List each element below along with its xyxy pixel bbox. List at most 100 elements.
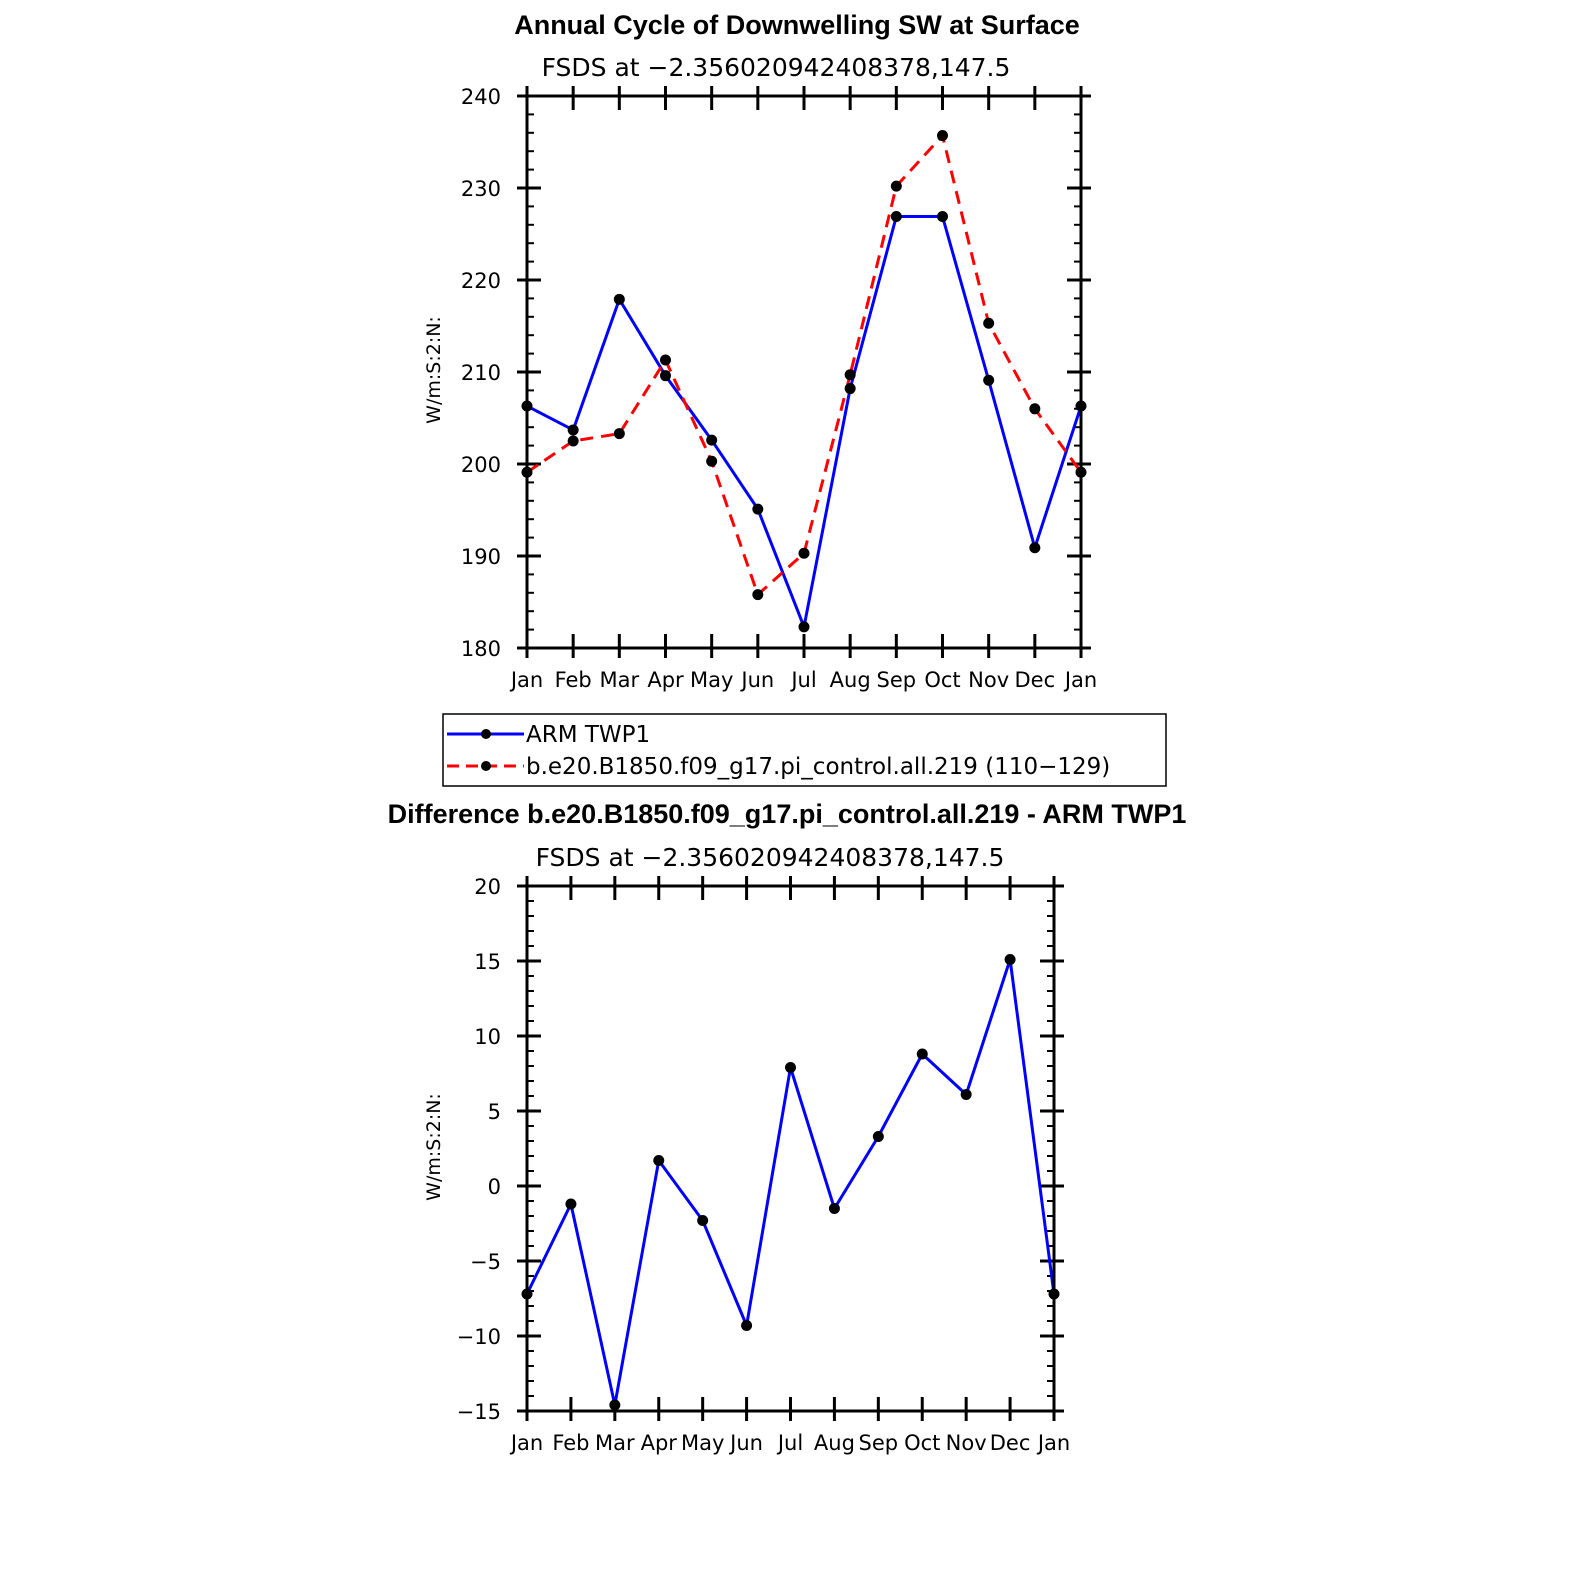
x-tick-label: Feb: [552, 1431, 589, 1455]
x-tick-label: Mar: [595, 1431, 635, 1455]
data-point: [844, 369, 856, 381]
x-tick-labels: Jan Feb Mar Apr May Jun Jul Aug Sep Oct Nov Dec Jan: [509, 668, 1097, 692]
data-point: [844, 383, 856, 395]
data-point: [785, 1062, 796, 1073]
series-line-0: [525, 958, 1056, 1407]
x-tick-label: Nov: [968, 668, 1009, 692]
y-axis-label: W/m:S:2:N:: [423, 316, 445, 424]
series-line-0: [526, 215, 1083, 629]
data-point: [697, 1215, 709, 1226]
y-tick-label: −10: [457, 1325, 501, 1349]
legend: ARM TWP1 b.e20.B1850.f09_g17.pi_control.…: [442, 713, 1167, 787]
legend-marker-arm: [481, 729, 491, 739]
difference-chart: Difference b.e20.B1850.f09_g17.pi_contro…: [388, 799, 1187, 1455]
data-point: [983, 317, 995, 329]
y-tick-label: 180: [461, 637, 501, 661]
legend-entry-model: b.e20.B1850.f09_g17.pi_control.all.219 (…: [447, 754, 1110, 780]
data-point: [890, 211, 902, 223]
x-tick-label: Aug: [830, 668, 871, 692]
data-point: [1004, 954, 1016, 965]
x-tick-label: Nov: [946, 1431, 987, 1455]
data-point: [706, 455, 718, 467]
y-tick-label: −15: [457, 1400, 501, 1424]
x-tick-label: Jun: [728, 1431, 763, 1455]
data-point: [752, 503, 764, 515]
y-tick-label: 230: [461, 177, 501, 201]
data-point: [960, 1089, 972, 1100]
data-point: [828, 1203, 840, 1214]
x-tick-label: Jan: [509, 668, 543, 692]
data-point: [741, 1320, 753, 1331]
y-tick-label: 200: [461, 453, 501, 477]
x-tick-label: Jan: [509, 1431, 543, 1455]
legend-box: [442, 713, 1167, 787]
y-tick-label: −5: [470, 1250, 501, 1274]
x-tick-label: Jun: [739, 668, 774, 692]
y-tick-label: 220: [461, 269, 501, 293]
x-tick-label: Sep: [859, 1431, 899, 1455]
data-point: [916, 1048, 928, 1060]
data-point: [872, 1131, 884, 1142]
x-tick-label: Apr: [647, 668, 684, 692]
legend-label-model: b.e20.B1850.f09_g17.pi_control.all.219 (…: [526, 754, 1110, 780]
chart-subtitle: FSDS at −2.356020942408378,147.5: [536, 843, 1005, 872]
data-point: [660, 354, 671, 366]
legend-marker-model: [481, 761, 491, 771]
y-tick-label: 0: [488, 1175, 501, 1199]
data-point: [798, 621, 810, 633]
y-tick-label: 15: [474, 950, 501, 974]
y-tick-label: 10: [474, 1025, 501, 1049]
data-point: [613, 428, 625, 440]
data-point: [567, 435, 579, 447]
data-point: [567, 424, 579, 436]
y-tick-label: 190: [461, 545, 501, 569]
data-point: [1029, 403, 1041, 415]
x-tick-label: Jan: [1063, 668, 1097, 692]
chart-title: Annual Cycle of Downwelling SW at Surfac…: [514, 10, 1080, 40]
data-point: [752, 589, 764, 601]
data-point: [613, 293, 625, 305]
y-tick-label: 5: [488, 1100, 501, 1124]
x-tick-label: Apr: [641, 1431, 678, 1455]
series-group: [521, 130, 1087, 633]
y-tick-label: 210: [461, 361, 501, 385]
plot-frame: [525, 884, 1056, 1413]
y-tick-labels: −15 −10 −5 0 5 10 15 20: [457, 875, 501, 1424]
chart-subtitle: FSDS at −2.356020942408378,147.5: [542, 53, 1011, 82]
data-point: [937, 211, 948, 223]
plot-frame: [525, 94, 1083, 650]
x-tick-label: Oct: [904, 1431, 940, 1455]
x-tick-label: Jan: [1036, 1431, 1070, 1455]
data-point: [1029, 542, 1041, 554]
data-point: [609, 1399, 621, 1411]
y-tick-labels: 180 190 200 210 220 230 240: [461, 85, 501, 661]
legend-label-arm: ARM TWP1: [526, 722, 650, 748]
data-point: [565, 1198, 577, 1210]
x-tick-label: Dec: [1015, 668, 1056, 692]
x-tick-labels: Jan Feb Mar Apr May Jun Jul Aug Sep Oct Nov Dec Jan: [509, 1431, 1070, 1455]
series-line-1: [526, 134, 1083, 597]
x-tick-label: Jul: [789, 668, 816, 692]
data-point: [653, 1155, 665, 1166]
data-point: [937, 130, 948, 142]
data-point: [660, 370, 671, 382]
y-axis-label: W/m:S:2:N:: [423, 1093, 445, 1201]
data-point: [983, 374, 995, 386]
legend-entry-arm: ARM TWP1: [447, 722, 650, 748]
series-group: [521, 954, 1060, 1411]
data-point: [890, 180, 902, 192]
x-tick-label: May: [681, 1431, 724, 1455]
data-point: [706, 434, 718, 446]
x-tick-label: Mar: [600, 668, 640, 692]
annual-cycle-chart: Annual Cycle of Downwelling SW at Surfac…: [423, 10, 1097, 692]
y-tick-label: 20: [474, 875, 501, 899]
x-tick-label: Oct: [924, 668, 960, 692]
x-tick-label: Feb: [555, 668, 592, 692]
chart-title: Difference b.e20.B1850.f09_g17.pi_contro…: [388, 799, 1187, 829]
tick-marks: [517, 86, 1091, 658]
data-point: [798, 547, 810, 559]
x-tick-label: Sep: [877, 668, 917, 692]
y-tick-label: 240: [461, 85, 501, 109]
x-tick-label: May: [690, 668, 733, 692]
